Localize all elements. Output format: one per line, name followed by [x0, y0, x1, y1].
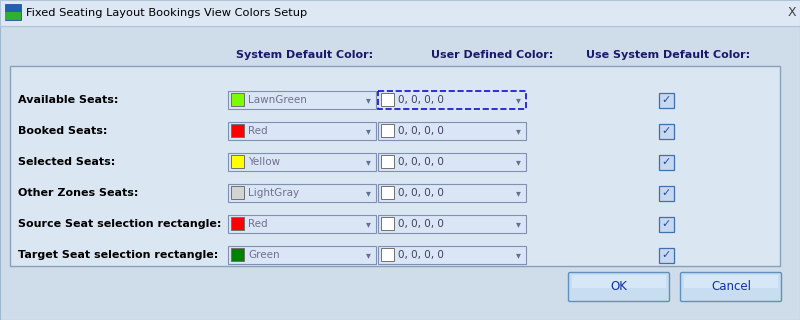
Text: ✓: ✓: [662, 188, 671, 198]
Text: ▾: ▾: [366, 219, 370, 229]
Text: ▾: ▾: [515, 250, 521, 260]
FancyBboxPatch shape: [659, 92, 674, 108]
Text: ✓: ✓: [662, 250, 671, 260]
Text: User Defined Color:: User Defined Color:: [431, 50, 553, 60]
Text: ▾: ▾: [515, 188, 521, 198]
FancyBboxPatch shape: [10, 66, 780, 266]
Bar: [231, 155, 244, 168]
Text: 0, 0, 0, 0: 0, 0, 0, 0: [398, 250, 444, 260]
Bar: [231, 93, 244, 106]
FancyBboxPatch shape: [5, 12, 21, 20]
Text: ▾: ▾: [366, 95, 370, 105]
Text: Booked Seats:: Booked Seats:: [18, 126, 107, 136]
Text: Red: Red: [248, 219, 268, 229]
Bar: [381, 93, 394, 106]
FancyBboxPatch shape: [659, 124, 674, 139]
Text: Source Seat selection rectangle:: Source Seat selection rectangle:: [18, 219, 222, 229]
FancyBboxPatch shape: [378, 246, 526, 264]
Text: Fixed Seating Layout Bookings View Colors Setup: Fixed Seating Layout Bookings View Color…: [26, 8, 307, 18]
Text: ▾: ▾: [366, 250, 370, 260]
Bar: [231, 217, 244, 230]
Text: 0, 0, 0, 0: 0, 0, 0, 0: [398, 157, 444, 167]
FancyBboxPatch shape: [378, 91, 526, 109]
Text: ▾: ▾: [366, 157, 370, 167]
Bar: [381, 248, 394, 261]
Bar: [381, 155, 394, 168]
Text: ✓: ✓: [662, 126, 671, 136]
Text: X: X: [788, 6, 796, 20]
FancyBboxPatch shape: [378, 122, 526, 140]
Bar: [231, 124, 244, 137]
Bar: [381, 124, 394, 137]
FancyBboxPatch shape: [228, 122, 376, 140]
Text: Yellow: Yellow: [248, 157, 280, 167]
FancyBboxPatch shape: [228, 91, 376, 109]
FancyBboxPatch shape: [0, 26, 800, 320]
FancyBboxPatch shape: [659, 247, 674, 262]
Text: ▾: ▾: [515, 157, 521, 167]
FancyBboxPatch shape: [569, 273, 670, 301]
FancyBboxPatch shape: [378, 215, 526, 233]
Text: 0, 0, 0, 0: 0, 0, 0, 0: [398, 95, 444, 105]
Text: ▾: ▾: [366, 126, 370, 136]
Bar: [231, 248, 244, 261]
FancyBboxPatch shape: [659, 217, 674, 231]
Text: ▾: ▾: [515, 95, 521, 105]
FancyBboxPatch shape: [378, 153, 526, 171]
FancyBboxPatch shape: [572, 275, 666, 288]
Text: System Default Color:: System Default Color:: [237, 50, 374, 60]
FancyBboxPatch shape: [228, 184, 376, 202]
FancyBboxPatch shape: [5, 4, 21, 20]
Text: Red: Red: [248, 126, 268, 136]
FancyBboxPatch shape: [228, 215, 376, 233]
Text: Available Seats:: Available Seats:: [18, 95, 118, 105]
FancyBboxPatch shape: [684, 275, 778, 288]
Text: Selected Seats:: Selected Seats:: [18, 157, 115, 167]
Bar: [381, 217, 394, 230]
Bar: [231, 186, 244, 199]
Text: ▾: ▾: [515, 126, 521, 136]
Text: OK: OK: [610, 281, 627, 293]
Text: ▾: ▾: [515, 219, 521, 229]
Text: Green: Green: [248, 250, 280, 260]
Text: 0, 0, 0, 0: 0, 0, 0, 0: [398, 188, 444, 198]
Text: Cancel: Cancel: [711, 281, 751, 293]
Text: LightGray: LightGray: [248, 188, 299, 198]
Text: 0, 0, 0, 0: 0, 0, 0, 0: [398, 219, 444, 229]
Bar: [381, 186, 394, 199]
FancyBboxPatch shape: [228, 153, 376, 171]
FancyBboxPatch shape: [378, 184, 526, 202]
Text: ✓: ✓: [662, 157, 671, 167]
Text: ▾: ▾: [366, 188, 370, 198]
Text: LawnGreen: LawnGreen: [248, 95, 307, 105]
FancyBboxPatch shape: [659, 186, 674, 201]
FancyBboxPatch shape: [228, 246, 376, 264]
Text: Other Zones Seats:: Other Zones Seats:: [18, 188, 138, 198]
Text: ✓: ✓: [662, 219, 671, 229]
Text: Target Seat selection rectangle:: Target Seat selection rectangle:: [18, 250, 218, 260]
FancyBboxPatch shape: [659, 155, 674, 170]
FancyBboxPatch shape: [681, 273, 782, 301]
FancyBboxPatch shape: [0, 0, 800, 26]
Text: Use System Default Color:: Use System Default Color:: [586, 50, 750, 60]
Text: 0, 0, 0, 0: 0, 0, 0, 0: [398, 126, 444, 136]
Text: ✓: ✓: [662, 95, 671, 105]
